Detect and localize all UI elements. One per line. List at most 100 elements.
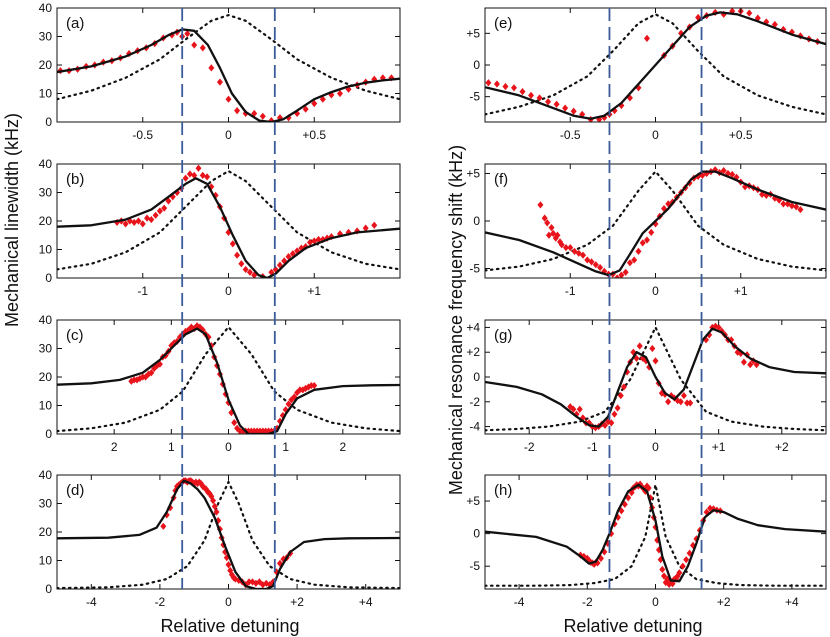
- x-tick-label: -4: [86, 595, 97, 609]
- data-point: [131, 218, 138, 227]
- left-y-axis-label: Mechanical linewidth (kHz): [2, 113, 22, 327]
- x-tick-label: 2: [111, 440, 118, 454]
- x-tick-label: 2: [339, 440, 346, 454]
- data-point: [678, 29, 685, 37]
- data-point: [281, 257, 288, 265]
- data-point: [601, 267, 608, 275]
- data-point: [231, 419, 238, 427]
- x-tick-label: +1: [307, 284, 321, 298]
- data-point: [223, 554, 230, 562]
- data-point: [246, 578, 253, 586]
- data-point: [659, 565, 666, 574]
- panel-g-label: (g): [494, 327, 512, 344]
- data-point: [225, 561, 232, 569]
- data-point: [128, 377, 135, 385]
- x-tick-label: -2: [155, 595, 166, 609]
- data-point: [576, 405, 583, 413]
- panel-h-frame: [484, 474, 827, 590]
- panel-c-label: (c): [66, 327, 84, 344]
- data-point: [740, 358, 747, 366]
- data-point: [614, 274, 621, 278]
- data-point: [611, 410, 618, 418]
- panel-h: -4 -2 0 +2 +4 -5 0 +5 (h): [466, 474, 827, 609]
- data-point: [746, 9, 753, 17]
- right-y-axis-label: Mechanical resonance frequency shift (kH…: [446, 145, 466, 495]
- data-point: [631, 256, 638, 264]
- x-tick-label: 1: [168, 440, 175, 454]
- y-tick-label: 0: [473, 370, 480, 384]
- data-point: [176, 333, 183, 341]
- data-point: [729, 170, 736, 179]
- data-point: [597, 263, 604, 272]
- data-point: [161, 204, 168, 212]
- data-point: [211, 502, 218, 510]
- data-point: [639, 239, 646, 247]
- data-point: [591, 560, 598, 568]
- data-point: [548, 224, 555, 232]
- data-point: [167, 504, 174, 512]
- panel-b-label: (b): [66, 171, 84, 188]
- data-point: [679, 562, 686, 570]
- data-point: [305, 383, 312, 391]
- data-point: [311, 99, 318, 108]
- data-point: [677, 398, 684, 406]
- data-point: [216, 78, 223, 86]
- data-point: [687, 399, 694, 407]
- data-point: [145, 370, 152, 378]
- panel-e-dotted-curve: [485, 13, 826, 116]
- data-point: [643, 236, 650, 244]
- y-tick-label: 40: [39, 1, 53, 15]
- panel-a-plot-area: [57, 13, 400, 122]
- data-point: [570, 405, 577, 413]
- data-point: [608, 419, 615, 427]
- panel-b-plot-area: [57, 164, 400, 278]
- panel-d: -4 -2 0 +2 +4 0 10 20 30 40 (d): [39, 468, 401, 609]
- data-point: [210, 497, 217, 505]
- x-tick-label: +4: [359, 595, 373, 609]
- data-point: [718, 327, 725, 335]
- y-tick-label: +5: [466, 167, 480, 181]
- data-point: [601, 548, 608, 556]
- data-point: [797, 206, 804, 214]
- data-point: [630, 348, 637, 356]
- panel-h-dotted-curve: [485, 484, 826, 587]
- data-point: [614, 404, 621, 412]
- data-point: [302, 105, 309, 113]
- data-point: [268, 268, 275, 276]
- x-tick-label: +0.5: [729, 128, 753, 142]
- panel-f: -1 0 +1 -5 0 +5 (f): [466, 163, 827, 298]
- data-point: [206, 489, 213, 498]
- data-point: [683, 556, 690, 564]
- panel-f-plot-area: [485, 166, 826, 278]
- data-point: [151, 364, 158, 373]
- data-point: [594, 559, 601, 567]
- data-point: [238, 260, 245, 268]
- data-point: [182, 327, 189, 335]
- data-point: [371, 75, 378, 83]
- data-point: [122, 220, 129, 228]
- y-tick-label: 10: [39, 87, 53, 101]
- x-tick-label: -1: [565, 284, 576, 298]
- data-point: [199, 171, 206, 179]
- panel-a-frame: [56, 7, 401, 123]
- left-x-axis-label: Relative detuning: [160, 616, 299, 636]
- x-tick-label: +4: [785, 595, 799, 609]
- data-point: [754, 14, 761, 22]
- data-point: [246, 268, 253, 276]
- y-tick-label: 20: [39, 370, 53, 384]
- data-point: [621, 500, 628, 508]
- data-point: [626, 94, 633, 102]
- panel-b-frame: [56, 163, 401, 279]
- x-tick-label: 0: [652, 440, 659, 454]
- panel-g: -2 -1 0 +1 +2 -4 -2 0 +2 +4 (g): [466, 319, 827, 454]
- data-point: [311, 237, 318, 245]
- data-point: [703, 508, 710, 516]
- data-point: [302, 384, 309, 392]
- data-point: [311, 381, 318, 390]
- data-point: [545, 98, 552, 106]
- panel-e-plot-area: [485, 8, 826, 122]
- data-point: [592, 261, 599, 269]
- data-point: [306, 238, 313, 246]
- data-point: [635, 247, 642, 255]
- panel-c-fit-curve: [57, 327, 400, 434]
